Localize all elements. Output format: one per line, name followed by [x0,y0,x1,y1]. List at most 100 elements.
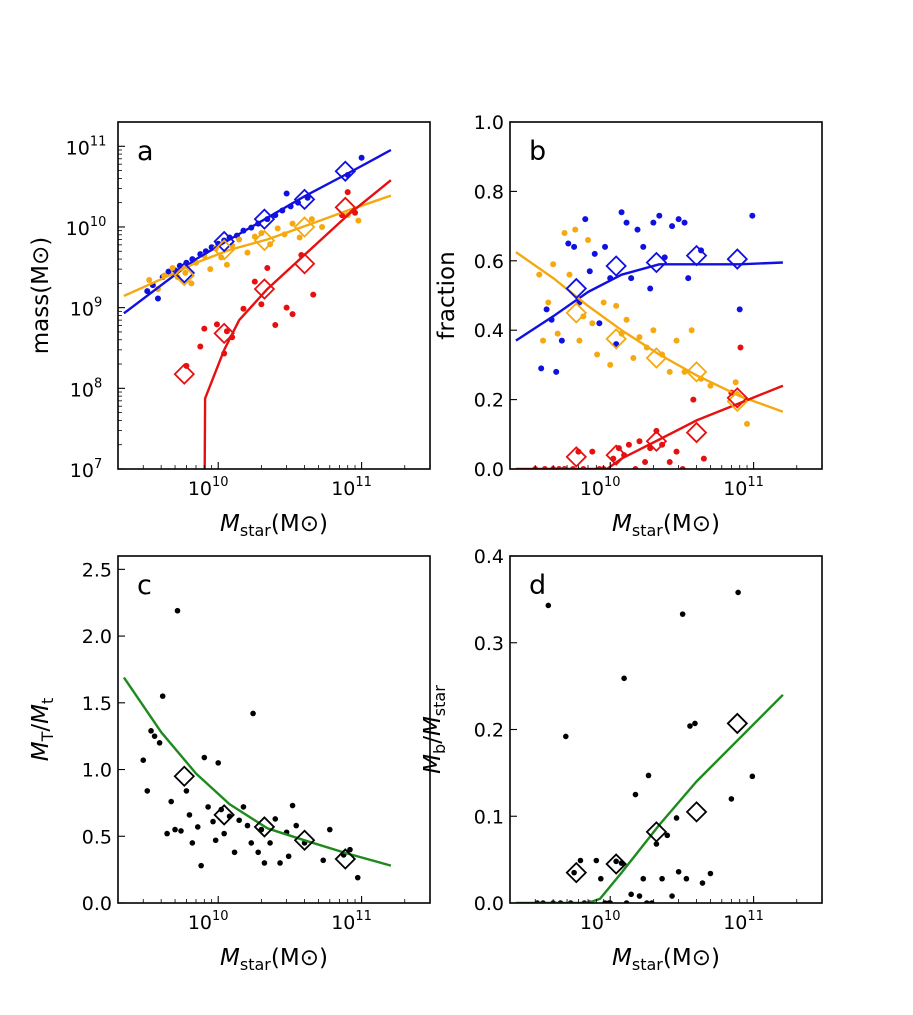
data-point-orange [589,320,596,327]
data-point-points [632,791,639,798]
y-axis-label: MT/Mt [28,698,57,762]
data-point-points [148,728,154,734]
data-point-orange [673,337,680,344]
bin-marker-blue [213,230,235,253]
data-point-points [326,826,333,833]
panel-label-c: c [137,570,152,601]
data-point-points [248,840,255,846]
bin-marker-orange [213,239,235,261]
data-point-red [690,396,697,403]
data-point-points [659,875,665,882]
data-point-blue [675,216,682,223]
data-point-red [310,291,317,298]
data-point-blue [165,268,172,275]
data-point-orange [554,330,561,337]
data-point-points [244,822,251,829]
data-point-points [749,773,756,780]
data-point-points [562,733,569,740]
panel-b: b 1010 1011 0.0 0.2 0.4 0.6 0.8 1.0 Mstar(M⊙) fra… [434,112,823,540]
y-tick-label: 0.2 [474,720,504,742]
bin-marker-blue [605,255,627,277]
fit-line-fit [122,676,392,867]
data-point-points [168,798,175,805]
data-point-red [737,344,744,351]
bin-marker-blue [253,208,276,230]
panel-label-d: d [529,570,546,601]
data-point-blue [656,212,663,219]
panel-d: d 1010 1011 0.0 0.1 0.2 0.3 0.4 Mstar(M⊙) Mb/Mst… [420,546,823,974]
x-tick-label: 1010 [580,909,621,934]
data-point-points [577,857,584,864]
bin-marker-blue [645,251,668,274]
data-point-red [642,459,649,466]
data-point-points [250,710,256,717]
data-point-orange [308,216,315,223]
data-point-points [144,788,151,794]
data-point-orange [688,327,695,334]
data-point-points [613,858,619,865]
data-point-red [636,438,643,445]
plot-area-a [123,148,392,469]
bin-marker-red [334,196,357,219]
data-point-red [666,459,673,466]
data-point-points [159,693,166,699]
data-point-points [673,815,680,821]
data-point-points [183,788,190,794]
bin-marker-red [213,322,235,345]
data-point-points [178,828,184,834]
data-point-orange [623,316,630,323]
fit-line-blue [123,148,392,315]
data-point-red [251,278,258,285]
bin-marker-orange [253,229,276,252]
fit-line-blue [515,261,783,342]
bin-marker-red [565,446,588,468]
y-tick-label: 0.5 [82,826,112,848]
data-point-points [545,602,552,609]
y-axis-label: Mb/Mstar [420,685,449,774]
plot-area-c [122,607,392,881]
data-point-blue [553,368,560,375]
bin-marker-blue [685,244,708,267]
x-axis-label: Mstar(M⊙) [220,511,328,540]
data-point-points [236,817,242,824]
data-point-blue [144,288,151,295]
data-point-red [625,441,632,448]
data-point-orange [296,234,303,241]
data-point-orange [146,277,153,284]
panel-a: a 1010 101110710810910101011Mstar(M⊙)mass… [28,121,431,540]
data-point-points [261,860,268,866]
data-point-red [289,311,296,318]
data-point-points [212,837,219,844]
y-tick-label: 2.5 [82,559,112,581]
data-point-blue [640,243,647,250]
data-point-orange [594,351,601,358]
panel-c: c 1010 1011 0.0 0.5 1.0 1.5 2.0 2.5 Mstar(M⊙) MT/… [28,555,431,974]
data-point-blue [538,365,545,372]
data-point-red [283,304,290,311]
data-point-blue [623,219,630,226]
data-point-orange [223,261,230,268]
data-point-points [728,796,735,802]
axes-frame-d [509,555,823,904]
data-point-blue [154,295,161,302]
data-point-blue [669,223,676,230]
bin-marker-orange [726,390,749,413]
y-tick-label: 2.0 [82,626,112,648]
data-point-points [683,875,690,882]
data-point-points [571,869,577,876]
bin-marker-points [726,712,749,735]
data-point-red [700,455,707,462]
y-tick-label: 108 [70,376,102,401]
bin-marker-orange [685,361,708,383]
bin-marker-red [726,387,749,409]
data-point-points [186,812,193,818]
bin-marker-points [645,821,668,843]
data-point-orange [630,354,637,361]
data-point-points [240,804,247,810]
data-point-blue [685,275,692,282]
data-point-points [669,893,675,899]
data-point-points [172,826,178,833]
bin-marker-points [685,801,708,823]
data-point-points [221,830,227,837]
data-point-points [593,857,600,864]
